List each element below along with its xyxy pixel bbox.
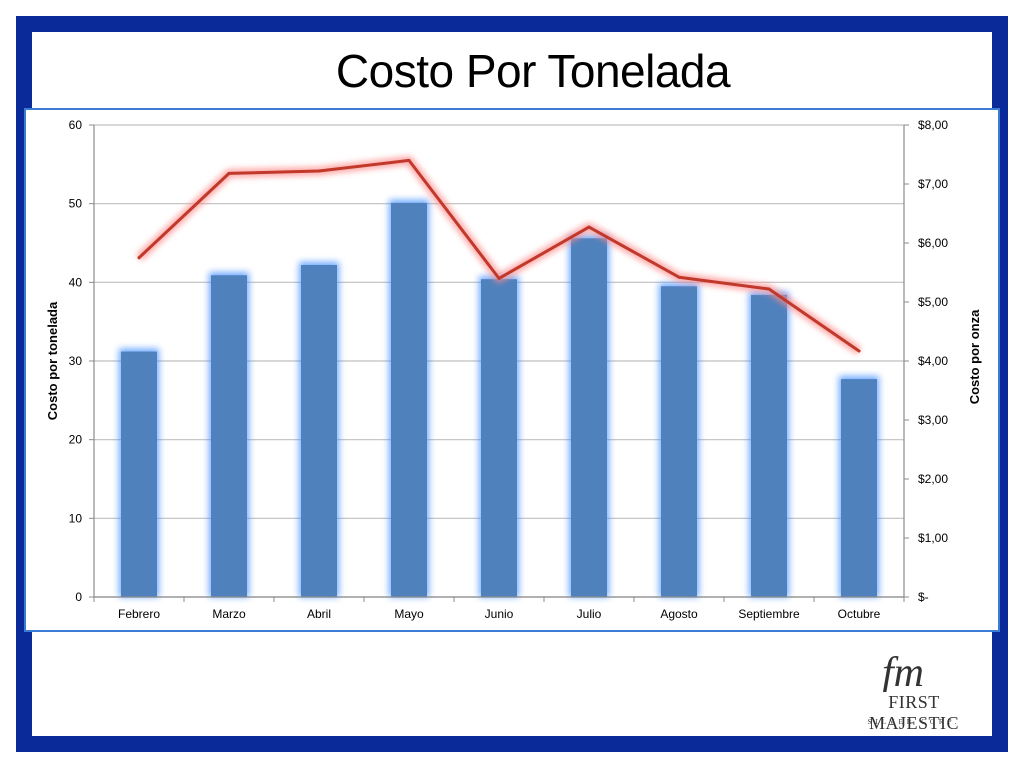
y-tick-label: 0 — [75, 590, 82, 604]
y-tick-label: 10 — [69, 511, 83, 525]
x-tick-label: Abril — [307, 607, 331, 621]
bar — [661, 286, 697, 597]
bar — [301, 265, 337, 597]
x-tick-label: Junio — [485, 607, 514, 621]
bar — [841, 379, 877, 597]
x-tick-label: Mayo — [394, 607, 424, 621]
x-tick-label: Marzo — [212, 607, 246, 621]
line-point — [857, 349, 861, 353]
bar — [121, 351, 157, 597]
logo-subtitle: Silver Corp. — [867, 718, 961, 726]
line-point — [407, 158, 411, 162]
y2-tick-label: $6,00 — [918, 236, 948, 250]
x-tick-label: Septiembre — [738, 607, 800, 621]
bar — [391, 202, 427, 597]
line-point — [587, 225, 591, 229]
x-tick-label: Febrero — [118, 607, 160, 621]
x-tick-label: Julio — [577, 607, 602, 621]
y-tick-label: 30 — [69, 354, 83, 368]
bar — [751, 294, 787, 597]
chart-container: 0 10 20 30 40 50 60 $- $1,00 $2,00 $3,00 $4,00 $5,00… — [24, 108, 1000, 632]
line-point — [497, 276, 501, 280]
y2-axis-title: Costo por onza — [967, 309, 982, 404]
y-tick-label: 20 — [69, 433, 83, 447]
bar — [211, 275, 247, 597]
bar — [571, 238, 607, 597]
y-tick-label: 40 — [69, 275, 83, 289]
combo-chart: 0 10 20 30 40 50 60 $- $1,00 $2,00 $3,00 $4,00 $5,00… — [45, 118, 982, 621]
x-tick-label: Octubre — [838, 607, 881, 621]
y2-tick-label: $1,00 — [918, 531, 948, 545]
logo-mark-icon: fm — [882, 650, 924, 692]
y2-tick-label: $8,00 — [918, 118, 948, 132]
slide-title: Costo Por Tonelada — [335, 45, 731, 97]
y-tick-label: 60 — [69, 118, 83, 132]
line-point — [317, 169, 321, 173]
company-logo: fm First Majestic Silver Corp. — [848, 648, 980, 733]
y2-tick-label: $5,00 — [918, 295, 948, 309]
logo-name: First Majestic — [868, 692, 959, 733]
y-tick-label: 50 — [69, 197, 83, 211]
y2-tick-label: $4,00 — [918, 354, 948, 368]
line-point — [767, 287, 771, 291]
y-axis-title: Costo por tonelada — [45, 301, 60, 420]
y2-tick-label: $7,00 — [918, 177, 948, 191]
y2-tick-label: $2,00 — [918, 472, 948, 486]
bar — [481, 279, 517, 597]
x-tick-label: Agosto — [660, 607, 698, 621]
line-point — [137, 256, 141, 260]
line-point — [677, 275, 681, 279]
line-point — [227, 171, 231, 175]
svg-text:fm: fm — [882, 650, 924, 692]
y2-tick-label: $3,00 — [918, 413, 948, 427]
y2-tick-label: $- — [918, 590, 929, 604]
